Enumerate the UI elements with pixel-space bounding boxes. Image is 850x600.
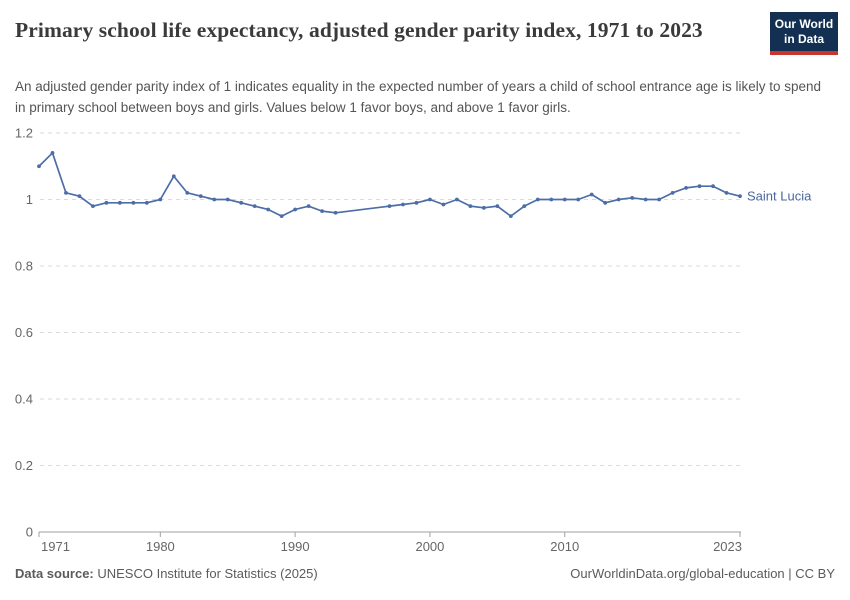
- data-point-marker[interactable]: [576, 197, 581, 202]
- data-point-marker[interactable]: [535, 197, 540, 202]
- data-point-marker[interactable]: [441, 202, 446, 207]
- data-point-marker[interactable]: [225, 197, 230, 202]
- x-axis-tick-label: 2023: [713, 539, 742, 554]
- data-point-marker[interactable]: [252, 204, 257, 209]
- data-point-marker[interactable]: [198, 194, 203, 199]
- data-point-marker[interactable]: [495, 204, 500, 209]
- data-point-marker[interactable]: [589, 192, 594, 197]
- data-point-marker[interactable]: [144, 200, 149, 205]
- data-point-marker[interactable]: [508, 214, 513, 219]
- series-line-saint-lucia: [38, 152, 741, 217]
- data-point-marker[interactable]: [738, 194, 742, 199]
- data-point-marker[interactable]: [603, 200, 608, 205]
- x-axis-tick-label: 2010: [550, 539, 579, 554]
- owid-logo-line2: in Data: [783, 31, 824, 46]
- data-point-marker[interactable]: [549, 197, 554, 202]
- chart-footer: Data source: UNESCO Institute for Statis…: [15, 566, 835, 581]
- data-point-marker[interactable]: [522, 204, 527, 209]
- y-axis-tick-label: 1: [26, 192, 33, 207]
- data-point-marker[interactable]: [77, 194, 82, 199]
- x-axis-tick-label: 1980: [146, 539, 175, 554]
- data-point-marker[interactable]: [428, 197, 432, 202]
- data-point-marker[interactable]: [333, 210, 338, 215]
- data-point-marker[interactable]: [320, 209, 324, 214]
- data-point-marker[interactable]: [562, 197, 567, 202]
- owid-logo-stripe: [770, 51, 838, 55]
- data-source-label: Data source:: [15, 566, 94, 581]
- data-point-marker[interactable]: [266, 207, 271, 212]
- data-point-marker[interactable]: [697, 184, 702, 189]
- data-point-marker[interactable]: [239, 200, 244, 205]
- data-point-marker[interactable]: [293, 207, 298, 212]
- data-point-marker[interactable]: [401, 202, 405, 207]
- data-point-marker[interactable]: [37, 164, 41, 169]
- data-point-marker[interactable]: [104, 200, 109, 205]
- data-point-marker[interactable]: [455, 197, 459, 202]
- data-point-marker[interactable]: [91, 204, 95, 209]
- data-point-marker[interactable]: [387, 204, 392, 209]
- y-axis-tick-label: 0.4: [15, 392, 33, 407]
- data-source-value: UNESCO Institute for Statistics (2025): [93, 566, 318, 581]
- data-point-marker[interactable]: [414, 200, 419, 205]
- y-axis-tick-label: 0.2: [15, 458, 33, 473]
- data-point-marker[interactable]: [171, 174, 176, 179]
- data-point-marker[interactable]: [724, 190, 729, 195]
- series-end-label[interactable]: Saint Lucia: [747, 189, 812, 204]
- data-point-marker[interactable]: [158, 197, 163, 202]
- data-point-marker[interactable]: [481, 205, 486, 210]
- owid-logo[interactable]: Our World in Data: [770, 12, 838, 55]
- chart-subtitle: An adjusted gender parity index of 1 ind…: [15, 79, 821, 115]
- owid-logo-box: Our World in Data: [770, 12, 838, 51]
- owid-logo-line1: Our World: [774, 17, 834, 31]
- data-point-marker[interactable]: [279, 214, 284, 219]
- data-source-text: Data source: UNESCO Institute for Statis…: [15, 566, 318, 581]
- data-point-marker[interactable]: [306, 204, 311, 209]
- data-point-marker[interactable]: [670, 190, 675, 195]
- data-point-marker[interactable]: [117, 200, 122, 205]
- x-axis-tick-label: 2000: [415, 539, 444, 554]
- y-axis-tick-label: 0: [26, 525, 33, 540]
- data-point-marker[interactable]: [711, 184, 715, 189]
- page-title: Primary school life expectancy, adjusted…: [15, 18, 703, 42]
- data-point-marker[interactable]: [643, 197, 648, 202]
- data-point-marker[interactable]: [185, 190, 190, 195]
- data-point-marker[interactable]: [657, 197, 662, 202]
- y-axis-tick-label: 0.6: [15, 325, 33, 340]
- data-point-marker[interactable]: [212, 197, 217, 202]
- data-point-marker[interactable]: [131, 200, 136, 205]
- y-axis-tick-label: 0.8: [15, 259, 33, 274]
- data-point-marker[interactable]: [684, 185, 688, 190]
- data-point-marker[interactable]: [630, 195, 635, 200]
- data-point-marker[interactable]: [616, 197, 621, 202]
- x-axis-tick-label: 1990: [281, 539, 310, 554]
- data-point-marker[interactable]: [50, 151, 55, 155]
- credit-link[interactable]: OurWorldinData.org/global-education | CC…: [570, 566, 835, 581]
- data-point-marker[interactable]: [64, 190, 68, 195]
- y-axis-tick-label: 1.2: [15, 126, 33, 141]
- data-point-marker[interactable]: [468, 204, 473, 209]
- x-axis-tick-label: 1971: [41, 539, 70, 554]
